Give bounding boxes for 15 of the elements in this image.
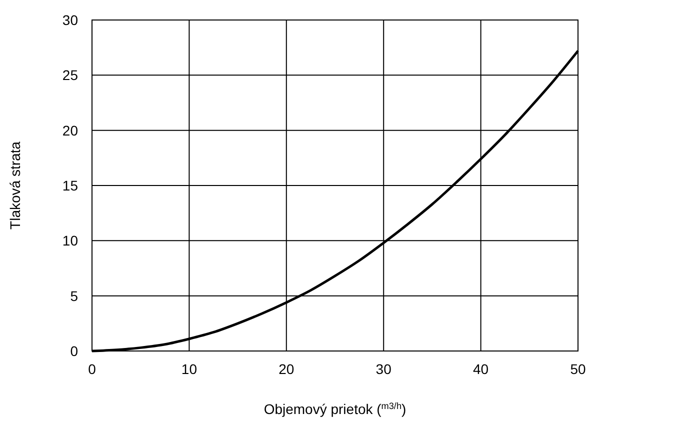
x-tick-label: 30 [376,361,392,377]
x-axis-title: Objemový prietok ($^{m3/h}$) [264,401,406,417]
x-tick-label: 40 [473,361,489,377]
y-axis-title: Tlaková strata [7,141,23,230]
y-tick-label: 15 [62,178,78,194]
y-tick-label: 25 [62,67,78,84]
y-tick-label: 10 [62,232,78,249]
y-tick-label: 0 [70,343,78,359]
x-tick-label: 20 [278,361,294,377]
x-tick-label: 50 [570,361,586,377]
y-tick-label: 20 [62,122,78,138]
y-tick-label: 5 [70,288,78,304]
x-tick-label: 10 [181,361,198,377]
x-tick-label: 0 [88,361,96,377]
y-tick-label: 30 [62,12,78,28]
